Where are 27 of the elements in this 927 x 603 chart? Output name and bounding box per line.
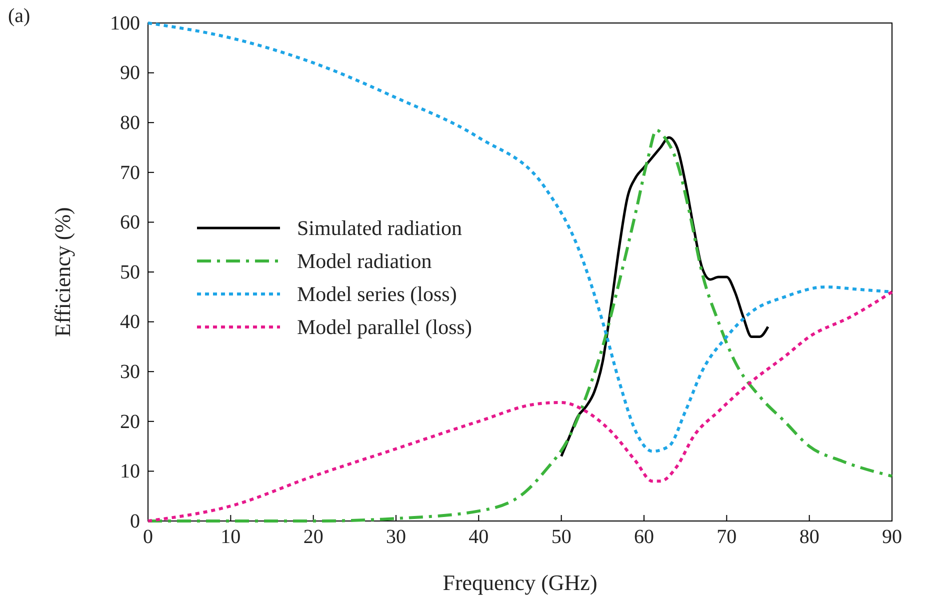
y-axis-title: Efficiency (%) <box>50 207 75 337</box>
x-axis-title: Frequency (GHz) <box>442 570 598 595</box>
y-tick-label: 0 <box>130 510 140 532</box>
y-tick-label: 90 <box>120 62 140 84</box>
x-tick-label: 90 <box>882 526 902 548</box>
y-tick-label: 40 <box>120 311 140 334</box>
y-tick-label: 60 <box>120 212 140 234</box>
y-tick-label: 30 <box>120 361 140 383</box>
text: (a) <box>8 5 30 27</box>
y-tick-label: 50 <box>120 261 140 284</box>
x-tick-label: 80 <box>799 526 820 548</box>
x-tick-label: 20 <box>303 526 324 548</box>
y-tick-label: 100 <box>110 12 140 34</box>
x-tick-label: 40 <box>468 526 489 548</box>
legend-label: Model radiation <box>297 249 432 273</box>
x-tick-label: 70 <box>716 526 737 548</box>
y-tick-label: 70 <box>120 162 140 184</box>
x-tick-label: 10 <box>220 526 241 548</box>
x-tick-label: 60 <box>634 526 654 548</box>
y-tick-label: 20 <box>120 410 140 433</box>
x-tick-label: 30 <box>386 526 406 548</box>
y-tick-label: 10 <box>120 460 140 483</box>
legend-label: Model parallel (loss) <box>297 315 472 339</box>
x-tick-label: 50 <box>551 526 572 548</box>
legend-label: Model series (loss) <box>297 282 457 306</box>
y-tick-label: 80 <box>120 112 140 134</box>
legend-label: Simulated radiation <box>297 216 463 240</box>
